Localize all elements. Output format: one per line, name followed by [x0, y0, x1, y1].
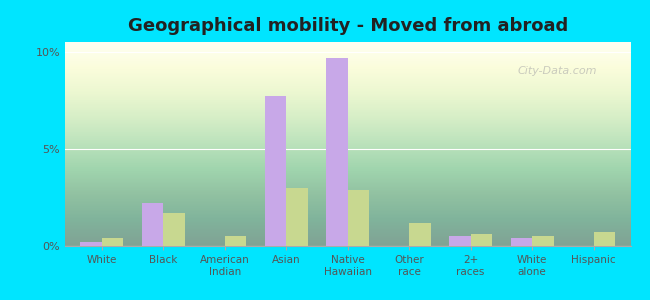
- Bar: [326, 58, 348, 246]
- Bar: [593, 232, 615, 246]
- Title: Geographical mobility - Moved from abroad: Geographical mobility - Moved from abroa…: [127, 17, 568, 35]
- Bar: [81, 242, 102, 246]
- Bar: [532, 236, 554, 246]
- Bar: [142, 203, 163, 246]
- Bar: [348, 190, 369, 246]
- Bar: [449, 236, 471, 246]
- Bar: [286, 188, 308, 246]
- Bar: [163, 213, 185, 246]
- Bar: [225, 236, 246, 246]
- Bar: [102, 238, 124, 246]
- Text: City-Data.com: City-Data.com: [517, 67, 597, 76]
- Bar: [511, 238, 532, 246]
- Bar: [410, 223, 431, 246]
- Bar: [471, 234, 492, 246]
- Bar: [265, 96, 286, 246]
